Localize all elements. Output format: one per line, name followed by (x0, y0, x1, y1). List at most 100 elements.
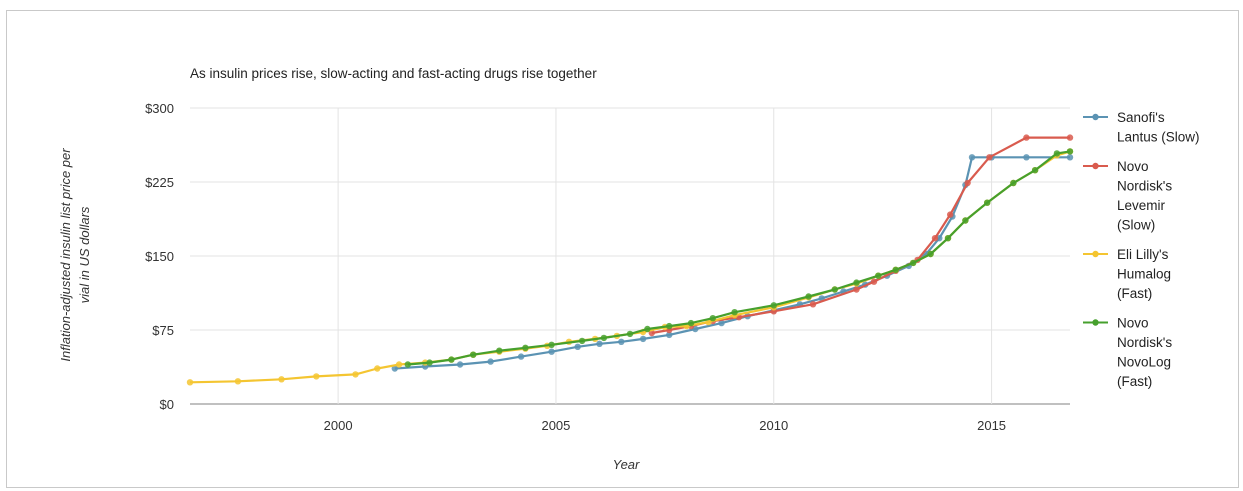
series-line (189, 150, 1071, 384)
data-point (313, 373, 320, 380)
data-point (234, 378, 242, 385)
data-point (517, 353, 525, 360)
data-point (1066, 148, 1074, 155)
legend-label: Eli Lilly's (1117, 247, 1169, 262)
data-point (809, 301, 817, 308)
y-tick-label: $0 (160, 397, 174, 412)
y-axis-label-line: Inflation-adjusted insulin list price pe… (58, 148, 73, 362)
data-point (278, 376, 285, 383)
data-point (522, 344, 529, 351)
data-point (596, 340, 603, 347)
y-tick-label: $75 (152, 323, 174, 338)
legend-label: (Fast) (1117, 286, 1152, 301)
series-line (651, 136, 1070, 335)
data-point (391, 365, 398, 372)
data-point (470, 351, 477, 358)
series-lines (186, 134, 1074, 386)
data-point (626, 330, 634, 338)
x-tick-label: 2010 (759, 418, 788, 433)
data-point (1066, 154, 1074, 161)
series-group (648, 134, 1074, 337)
data-point (718, 319, 725, 327)
series-line (394, 156, 1070, 370)
data-point (853, 279, 860, 286)
data-point (456, 361, 464, 368)
data-point (487, 358, 494, 365)
data-point (984, 199, 991, 206)
data-point (639, 335, 647, 343)
data-point (666, 331, 673, 339)
data-point (770, 302, 777, 309)
legend-swatch-marker (1092, 319, 1099, 326)
legend-swatch-marker (1092, 250, 1099, 258)
data-point (644, 325, 651, 333)
series-line (407, 150, 1071, 366)
data-point (448, 356, 455, 363)
data-point (805, 293, 812, 300)
legend-label: Novo (1117, 159, 1149, 174)
data-point (986, 154, 993, 161)
y-tick-label: $225 (145, 175, 174, 190)
data-point (853, 286, 860, 293)
series-group (404, 148, 1074, 368)
x-tick-label: 2000 (324, 418, 353, 433)
y-axis-label-line: vial in US dollars (77, 206, 92, 303)
data-point (968, 154, 976, 161)
chart-title: As insulin prices rise, slow-acting and … (190, 66, 597, 81)
data-point (944, 235, 952, 242)
data-point (875, 272, 882, 279)
legend-label: Nordisk's (1117, 179, 1172, 194)
data-point (496, 347, 503, 354)
data-point (352, 371, 359, 378)
legend-swatch-marker (1092, 162, 1099, 170)
data-point (600, 334, 608, 342)
legend: Sanofi's Lantus (Slow) Novo Nordisk's Levemi… (1083, 110, 1200, 389)
data-point (374, 365, 381, 372)
legend-label: Lantus (Slow) (1117, 130, 1200, 145)
data-point (687, 319, 695, 327)
data-point (709, 315, 716, 322)
data-point (870, 278, 878, 285)
data-point (1010, 179, 1017, 187)
data-point (426, 359, 433, 366)
legend-label: Novo (1117, 316, 1149, 331)
x-tick-label: 2005 (541, 418, 570, 433)
legend-label: Levemir (1117, 198, 1166, 213)
legend-label: (Fast) (1117, 374, 1152, 389)
chart-frame (6, 10, 1239, 488)
grid (190, 107, 1070, 405)
series-group (391, 154, 1074, 372)
legend-label: NovoLog (1117, 355, 1171, 370)
legend-label: (Slow) (1117, 218, 1155, 233)
data-point (910, 259, 917, 267)
data-point (731, 309, 738, 316)
x-tick-label: 2015 (977, 418, 1006, 433)
y-tick-label: $300 (145, 101, 174, 116)
data-point (578, 337, 586, 345)
data-point (931, 235, 939, 242)
data-point (964, 179, 971, 187)
data-point (1066, 134, 1074, 141)
series-group (186, 148, 1074, 386)
data-point (947, 211, 954, 218)
data-point (927, 250, 934, 258)
legend-swatch-marker (1092, 113, 1099, 121)
y-axis-label: Inflation-adjusted insulin list price pe… (58, 148, 92, 362)
data-point (892, 266, 899, 273)
data-point (1053, 150, 1061, 157)
data-point (395, 361, 403, 368)
y-tick-label: $150 (145, 249, 174, 264)
data-point (1023, 154, 1030, 161)
data-point (404, 361, 411, 368)
legend-label: Humalog (1117, 267, 1171, 282)
data-point (1023, 134, 1030, 141)
data-point (186, 379, 194, 386)
data-point (548, 341, 555, 348)
x-axis-label: Year (613, 457, 640, 472)
legend-label: Sanofi's (1117, 110, 1165, 125)
data-point (548, 348, 555, 355)
data-point (962, 217, 969, 224)
data-point (666, 322, 673, 330)
data-point (618, 338, 625, 345)
